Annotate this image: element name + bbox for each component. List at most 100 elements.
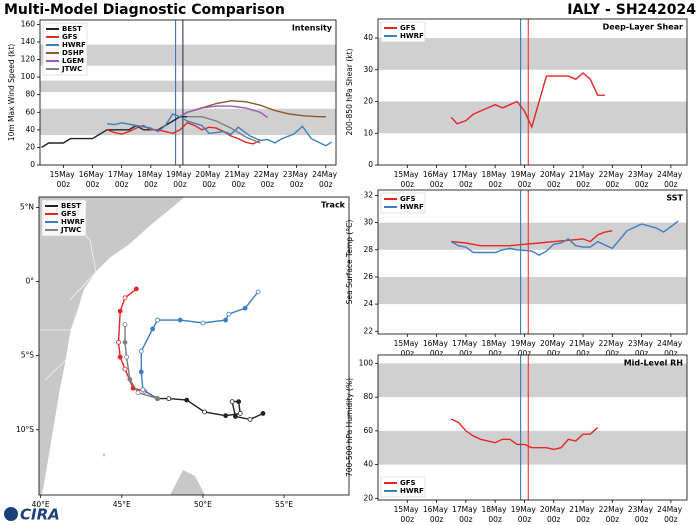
band: [378, 363, 687, 398]
x-tick-label: 21May 00z: [225, 170, 252, 189]
logo-mark: [4, 507, 18, 521]
x-tick-label: 22May 00z: [599, 339, 626, 358]
x-tick-label: 23May 00z: [283, 170, 310, 189]
x-tick-label: 19May 00z: [511, 505, 538, 524]
band: [378, 222, 687, 250]
y-tick-label: 20: [25, 142, 35, 151]
series-line: [187, 116, 261, 144]
band: [378, 101, 687, 134]
series-line: [179, 105, 268, 119]
x-tick-label: 21May 00z: [569, 339, 596, 358]
y-tick-label: 28: [363, 245, 373, 254]
x-tick-label: 19May 00z: [166, 170, 193, 189]
y-tick-label: 32: [363, 190, 373, 199]
plot-frame: [377, 354, 688, 501]
africa: [39, 197, 186, 495]
panel-title: Track: [321, 201, 346, 210]
x-tick-label: 15May 00z: [50, 170, 77, 189]
track-point: [122, 366, 128, 372]
logo: CIRA: [20, 506, 60, 524]
x-tick-label: 45°E: [113, 500, 131, 509]
legend-label: GFS: [400, 479, 416, 487]
x-tick-label: 24May 00z: [657, 170, 684, 189]
plot-frame: [38, 196, 350, 496]
track-point: [135, 390, 141, 396]
band: [40, 44, 336, 66]
x-tick-label: 24May 00z: [312, 170, 339, 189]
y-tick-label: 24: [363, 299, 373, 308]
page-title: Multi-Model Diagnostic Comparison: [4, 2, 285, 18]
x-tick-label: 21May 00z: [569, 505, 596, 524]
plot-area: [378, 19, 687, 165]
legend-label: GFS: [400, 24, 416, 32]
y-tick-label: 0: [368, 160, 373, 169]
track-line: [140, 291, 259, 400]
track-point: [124, 354, 130, 360]
x-tick-label: 17May 00z: [108, 170, 135, 189]
panel-title: Mid-Level RH: [624, 359, 683, 368]
band: [378, 38, 687, 70]
track-point: [116, 339, 121, 345]
band: [378, 276, 687, 305]
y-tick-label: 40: [25, 125, 35, 134]
track-point: [237, 411, 243, 416]
legend-label: GFS: [400, 195, 416, 203]
legend-label: BEST: [61, 202, 81, 210]
x-tick-label: 17May 00z: [452, 339, 479, 358]
plot-area: [40, 20, 336, 165]
plot-frame: [39, 19, 337, 166]
x-tick-label: 22May 00z: [599, 170, 626, 189]
y-axis-label: Sea Surface Temp (°C): [345, 220, 354, 305]
y-tick-label: 26: [363, 272, 373, 281]
y-tick-label: 80: [25, 90, 35, 99]
track-point: [202, 409, 207, 415]
x-tick-label: 19May 00z: [511, 339, 538, 358]
plot-bg: [40, 20, 336, 165]
x-tick-label: 19May 00z: [511, 170, 538, 189]
legend-label: HWRF: [400, 487, 424, 495]
legend-label: HWRF: [400, 203, 424, 211]
island: [102, 453, 106, 457]
track-point: [138, 369, 144, 375]
x-tick-label: 20May 00z: [540, 170, 567, 189]
legend-label: HWRF: [62, 41, 86, 49]
track-point: [184, 397, 190, 403]
x-tick-label: 22May 00z: [254, 170, 281, 189]
panel-title: SST: [666, 194, 683, 203]
series-line: [451, 230, 613, 247]
x-tick-label: 15May 00z: [394, 170, 421, 189]
track-point: [247, 416, 253, 422]
y-axis-label: 10m Max Wind Speed (kt): [7, 44, 16, 141]
y-tick-label: 30: [363, 65, 373, 74]
legend-label: GFS: [62, 33, 78, 41]
y-tick-label: 40: [363, 33, 373, 42]
border: [39, 329, 72, 381]
y-tick-label: 0: [30, 160, 35, 169]
series-line: [107, 113, 332, 147]
x-tick-label: 20May 00z: [540, 339, 567, 358]
legend-label: BEST: [62, 25, 82, 33]
track-point: [177, 317, 183, 323]
track-point: [200, 320, 206, 326]
panel-title: Deep-Layer Shear: [603, 23, 683, 32]
panel-title: Intensity: [292, 24, 333, 33]
legend-label: DSHP: [62, 49, 84, 57]
track-point: [155, 396, 160, 402]
y-tick-label: 10°S: [16, 425, 34, 434]
legend-label: JTWC: [61, 65, 82, 73]
y-tick-label: 140: [21, 37, 36, 46]
track-point: [150, 326, 156, 332]
plot-area: [378, 190, 687, 334]
track-point: [166, 396, 172, 402]
track-point: [127, 376, 133, 382]
track-point: [133, 286, 139, 292]
track-point: [122, 339, 128, 345]
track-point: [260, 411, 266, 416]
x-tick-label: 16May 00z: [423, 170, 450, 189]
x-tick-label: 18May 00z: [481, 339, 508, 358]
track-point: [140, 387, 146, 393]
y-tick-label: 60: [25, 107, 35, 116]
legend-label: JTWC: [60, 226, 81, 234]
legend-label: HWRF: [400, 32, 424, 40]
track-point: [117, 308, 123, 314]
